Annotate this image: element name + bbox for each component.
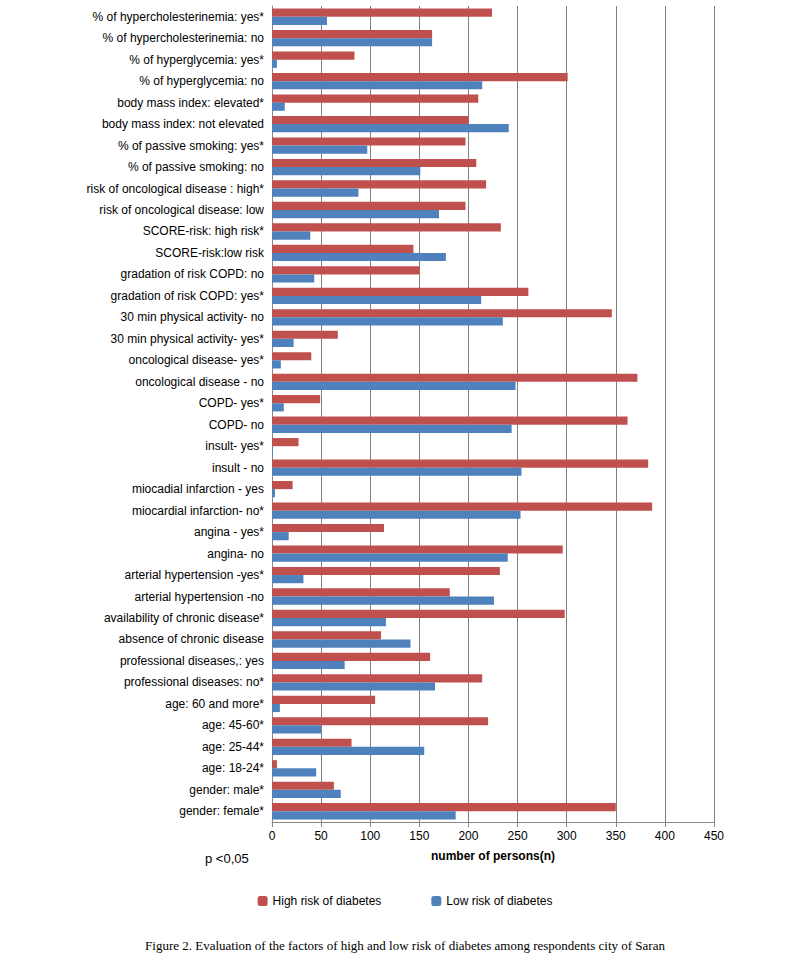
svg-text:gender: male*: gender: male* (189, 783, 264, 797)
svg-text:% of hypercholesterinemia: no: % of hypercholesterinemia: no (103, 31, 265, 45)
svg-text:COPD- yes*: COPD- yes* (199, 396, 265, 410)
svg-text:age: 45-60*: age: 45-60* (202, 718, 264, 732)
svg-text:% of hyperglycemia: no: % of hyperglycemia: no (139, 74, 264, 88)
svg-text:age: 60 and more*: age: 60 and more* (165, 697, 264, 711)
svg-text:gender: female*: gender: female* (179, 804, 264, 818)
svg-text:450: 450 (704, 829, 724, 843)
svg-text:SCORE-risk:low risk: SCORE-risk:low risk (155, 246, 265, 260)
svg-text:% of passive smoking: no: % of passive smoking: no (128, 160, 264, 174)
svg-text:350: 350 (606, 829, 626, 843)
svg-text:insult - no: insult - no (212, 461, 264, 475)
svg-text:oncological disease- yes*: oncological disease- yes* (129, 353, 265, 367)
svg-text:age: 18-24*: age: 18-24* (202, 761, 264, 775)
svg-text:risk of oncological disease: l: risk of oncological disease: low (99, 203, 264, 217)
svg-text:% of passive smoking: yes*: % of passive smoking: yes* (118, 139, 264, 153)
svg-text:body mass index: elevated*: body mass index: elevated* (117, 96, 264, 110)
svg-text:number of persons(n): number of persons(n) (431, 849, 555, 863)
svg-text:150: 150 (409, 829, 429, 843)
svg-text:miocadial infarction - yes: miocadial infarction - yes (132, 482, 264, 496)
svg-text:absence of chronic disease: absence of chronic disease (119, 632, 265, 646)
svg-text:% of hypercholesterinemia: yes: % of hypercholesterinemia: yes* (93, 10, 265, 24)
svg-text:oncological disease - no: oncological disease - no (135, 375, 264, 389)
svg-text:angina- no: angina- no (207, 547, 264, 561)
svg-text:risk of oncological disease :: risk of oncological disease : high* (87, 182, 265, 196)
svg-text:miocardial infarction- no*: miocardial infarction- no* (132, 504, 264, 518)
svg-text:availability of chronic diseas: availability of chronic disease* (104, 611, 264, 625)
svg-text:professional diseases,: yes: professional diseases,: yes (120, 654, 264, 668)
svg-text:gradation of risk COPD: no: gradation of risk COPD: no (121, 267, 265, 281)
svg-text:body mass index: not elevated: body mass index: not elevated (102, 117, 264, 131)
svg-text:High risk of diabetes: High risk of diabetes (273, 894, 382, 908)
svg-text:Figure 2. Evaluation of the fa: Figure 2. Evaluation of the factors of h… (145, 938, 665, 953)
svg-text:50: 50 (314, 829, 328, 843)
svg-text:% of hyperglycemia: yes*: % of hyperglycemia: yes* (129, 53, 264, 67)
svg-text:SCORE-risk: high risk*: SCORE-risk: high risk* (143, 224, 265, 238)
svg-text:Low risk of diabetes: Low risk of diabetes (446, 894, 552, 908)
svg-text:angina - yes*: angina - yes* (194, 525, 264, 539)
svg-text:250: 250 (508, 829, 528, 843)
svg-text:age: 25-44*: age: 25-44* (202, 740, 264, 754)
svg-text:300: 300 (557, 829, 577, 843)
svg-text:p <0,05: p <0,05 (205, 851, 249, 866)
svg-text:arterial hypertension -no: arterial hypertension -no (135, 590, 265, 604)
svg-text:200: 200 (458, 829, 478, 843)
svg-text:0: 0 (269, 829, 276, 843)
svg-text:400: 400 (655, 829, 675, 843)
svg-text:COPD- no: COPD- no (209, 418, 265, 432)
svg-text:30 min physical activity- yes*: 30 min physical activity- yes* (111, 332, 265, 346)
svg-text:30 min physical activity- no: 30 min physical activity- no (121, 310, 265, 324)
svg-text:gradation of risk COPD: yes*: gradation of risk COPD: yes* (111, 289, 265, 303)
svg-text:100: 100 (360, 829, 380, 843)
svg-text:professional diseases: no*: professional diseases: no* (124, 675, 264, 689)
svg-text:insult- yes*: insult- yes* (205, 439, 264, 453)
svg-text:arterial hypertension -yes*: arterial hypertension -yes* (125, 568, 265, 582)
